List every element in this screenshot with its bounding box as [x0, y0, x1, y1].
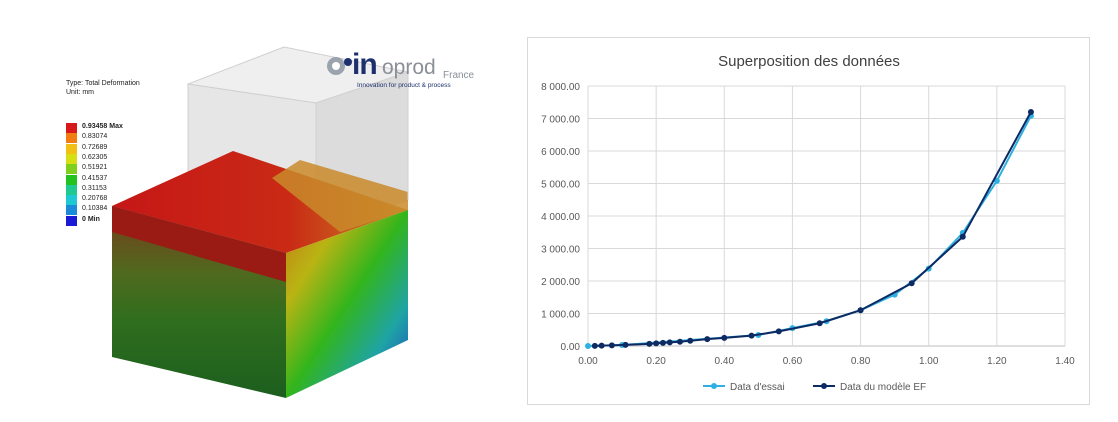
data-point — [608, 342, 615, 349]
x-tick-label: 0.40 — [715, 356, 735, 367]
legend-value-label: 0.10384 — [82, 205, 108, 213]
data-point — [666, 339, 673, 346]
y-tick-label: 2 000.00 — [541, 277, 580, 288]
legend-swatch — [66, 205, 77, 216]
series-1 — [591, 109, 1034, 349]
data-point — [775, 328, 782, 335]
logo-text-oprod: oprod — [382, 56, 436, 79]
chart-legend: Data d'essai Data du modèle EF — [703, 382, 926, 393]
x-tick-label: 1.20 — [987, 356, 1007, 367]
data-point — [816, 320, 823, 327]
data-point — [646, 340, 653, 347]
data-point — [676, 338, 683, 345]
data-point — [721, 334, 728, 341]
chart-series — [585, 109, 1034, 349]
data-point — [687, 337, 694, 344]
data-point — [598, 342, 605, 349]
chart-axes: 0.00 1 000.00 2 000.00 3 000.00 4 000.00 5 00… — [541, 82, 1075, 367]
chart-grid — [587, 85, 1066, 347]
fea-result-panel: Type: Total Deformation Unit: mm 0.93458… — [0, 0, 520, 422]
result-unit-label: Unit: mm — [66, 89, 94, 96]
data-point — [908, 280, 915, 287]
legend-swatch — [66, 123, 77, 133]
y-tick-label: 6 000.00 — [541, 147, 580, 158]
legend-value-label: 0.83074 — [82, 133, 108, 141]
y-tick-label: 0.00 — [561, 342, 581, 353]
legend-swatch — [66, 143, 77, 154]
deformed-top-yellow-zone — [272, 160, 408, 232]
legend-swatch — [66, 195, 77, 206]
legend-label: Data d'essai — [730, 382, 785, 393]
data-point — [993, 177, 1000, 184]
legend-value-label: 0.51921 — [82, 164, 108, 172]
legend-value-label: 0.93458 Max — [82, 123, 123, 130]
x-tick-label: 1.40 — [1055, 356, 1075, 367]
y-tick-label: 8 000.00 — [541, 82, 580, 93]
data-point — [659, 339, 666, 346]
data-point — [857, 307, 864, 314]
data-point — [622, 341, 629, 348]
y-tick-label: 3 000.00 — [541, 245, 580, 256]
data-point — [1027, 109, 1034, 115]
legend-value-label: 0 Min — [82, 215, 100, 223]
legend-value-label: 0.62305 — [82, 153, 108, 161]
data-point — [585, 343, 591, 349]
legend-value-label: 0.20768 — [82, 195, 108, 203]
x-tick-label: 0.80 — [851, 356, 871, 367]
logo-text-france: France — [443, 70, 475, 81]
legend-swatch — [66, 164, 77, 175]
x-tick-label: 0.00 — [578, 356, 598, 367]
legend-marker — [821, 383, 827, 389]
legend-marker — [711, 383, 717, 389]
data-point — [959, 233, 966, 240]
deformed-front-top-band — [112, 206, 286, 282]
y-tick-label: 5 000.00 — [541, 180, 580, 191]
chart-panel: Superposition des données 0.00 1 000.00 2 … — [527, 37, 1090, 405]
data-point — [704, 336, 711, 343]
inoprod-logo-icon — [327, 57, 352, 75]
legend-swatch — [66, 215, 77, 226]
x-tick-label: 0.20 — [646, 356, 666, 367]
chart-title: Superposition des données — [718, 53, 900, 70]
legend-swatch — [66, 174, 77, 185]
result-type-label: Type: Total Deformation — [66, 80, 140, 87]
deformed-top-face — [112, 151, 408, 253]
data-point — [748, 332, 755, 339]
logo-text-in: in — [352, 48, 378, 81]
legend-swatch — [66, 184, 77, 195]
legend-value-label: 0.72689 — [82, 143, 108, 151]
legend-label: Data du modèle EF — [840, 382, 926, 393]
line-chart: Superposition des données 0.00 1 000.00 2 … — [541, 53, 1075, 393]
legend-swatch — [66, 153, 77, 164]
legend-swatch — [66, 133, 77, 144]
y-tick-label: 7 000.00 — [541, 115, 580, 126]
legend-value-label: 0.41537 — [82, 174, 108, 182]
legend-value-label: 0.31153 — [82, 184, 107, 192]
x-tick-label: 0.60 — [783, 356, 803, 367]
deformation-model — [112, 46, 410, 398]
y-tick-label: 4 000.00 — [541, 212, 580, 223]
logo-tagline: Innovation for product & process — [357, 82, 451, 89]
deformed-side-face — [286, 210, 408, 398]
data-point — [591, 342, 598, 349]
data-point — [653, 340, 660, 347]
y-tick-label: 1 000.00 — [541, 310, 580, 321]
x-tick-label: 1.00 — [919, 356, 939, 367]
